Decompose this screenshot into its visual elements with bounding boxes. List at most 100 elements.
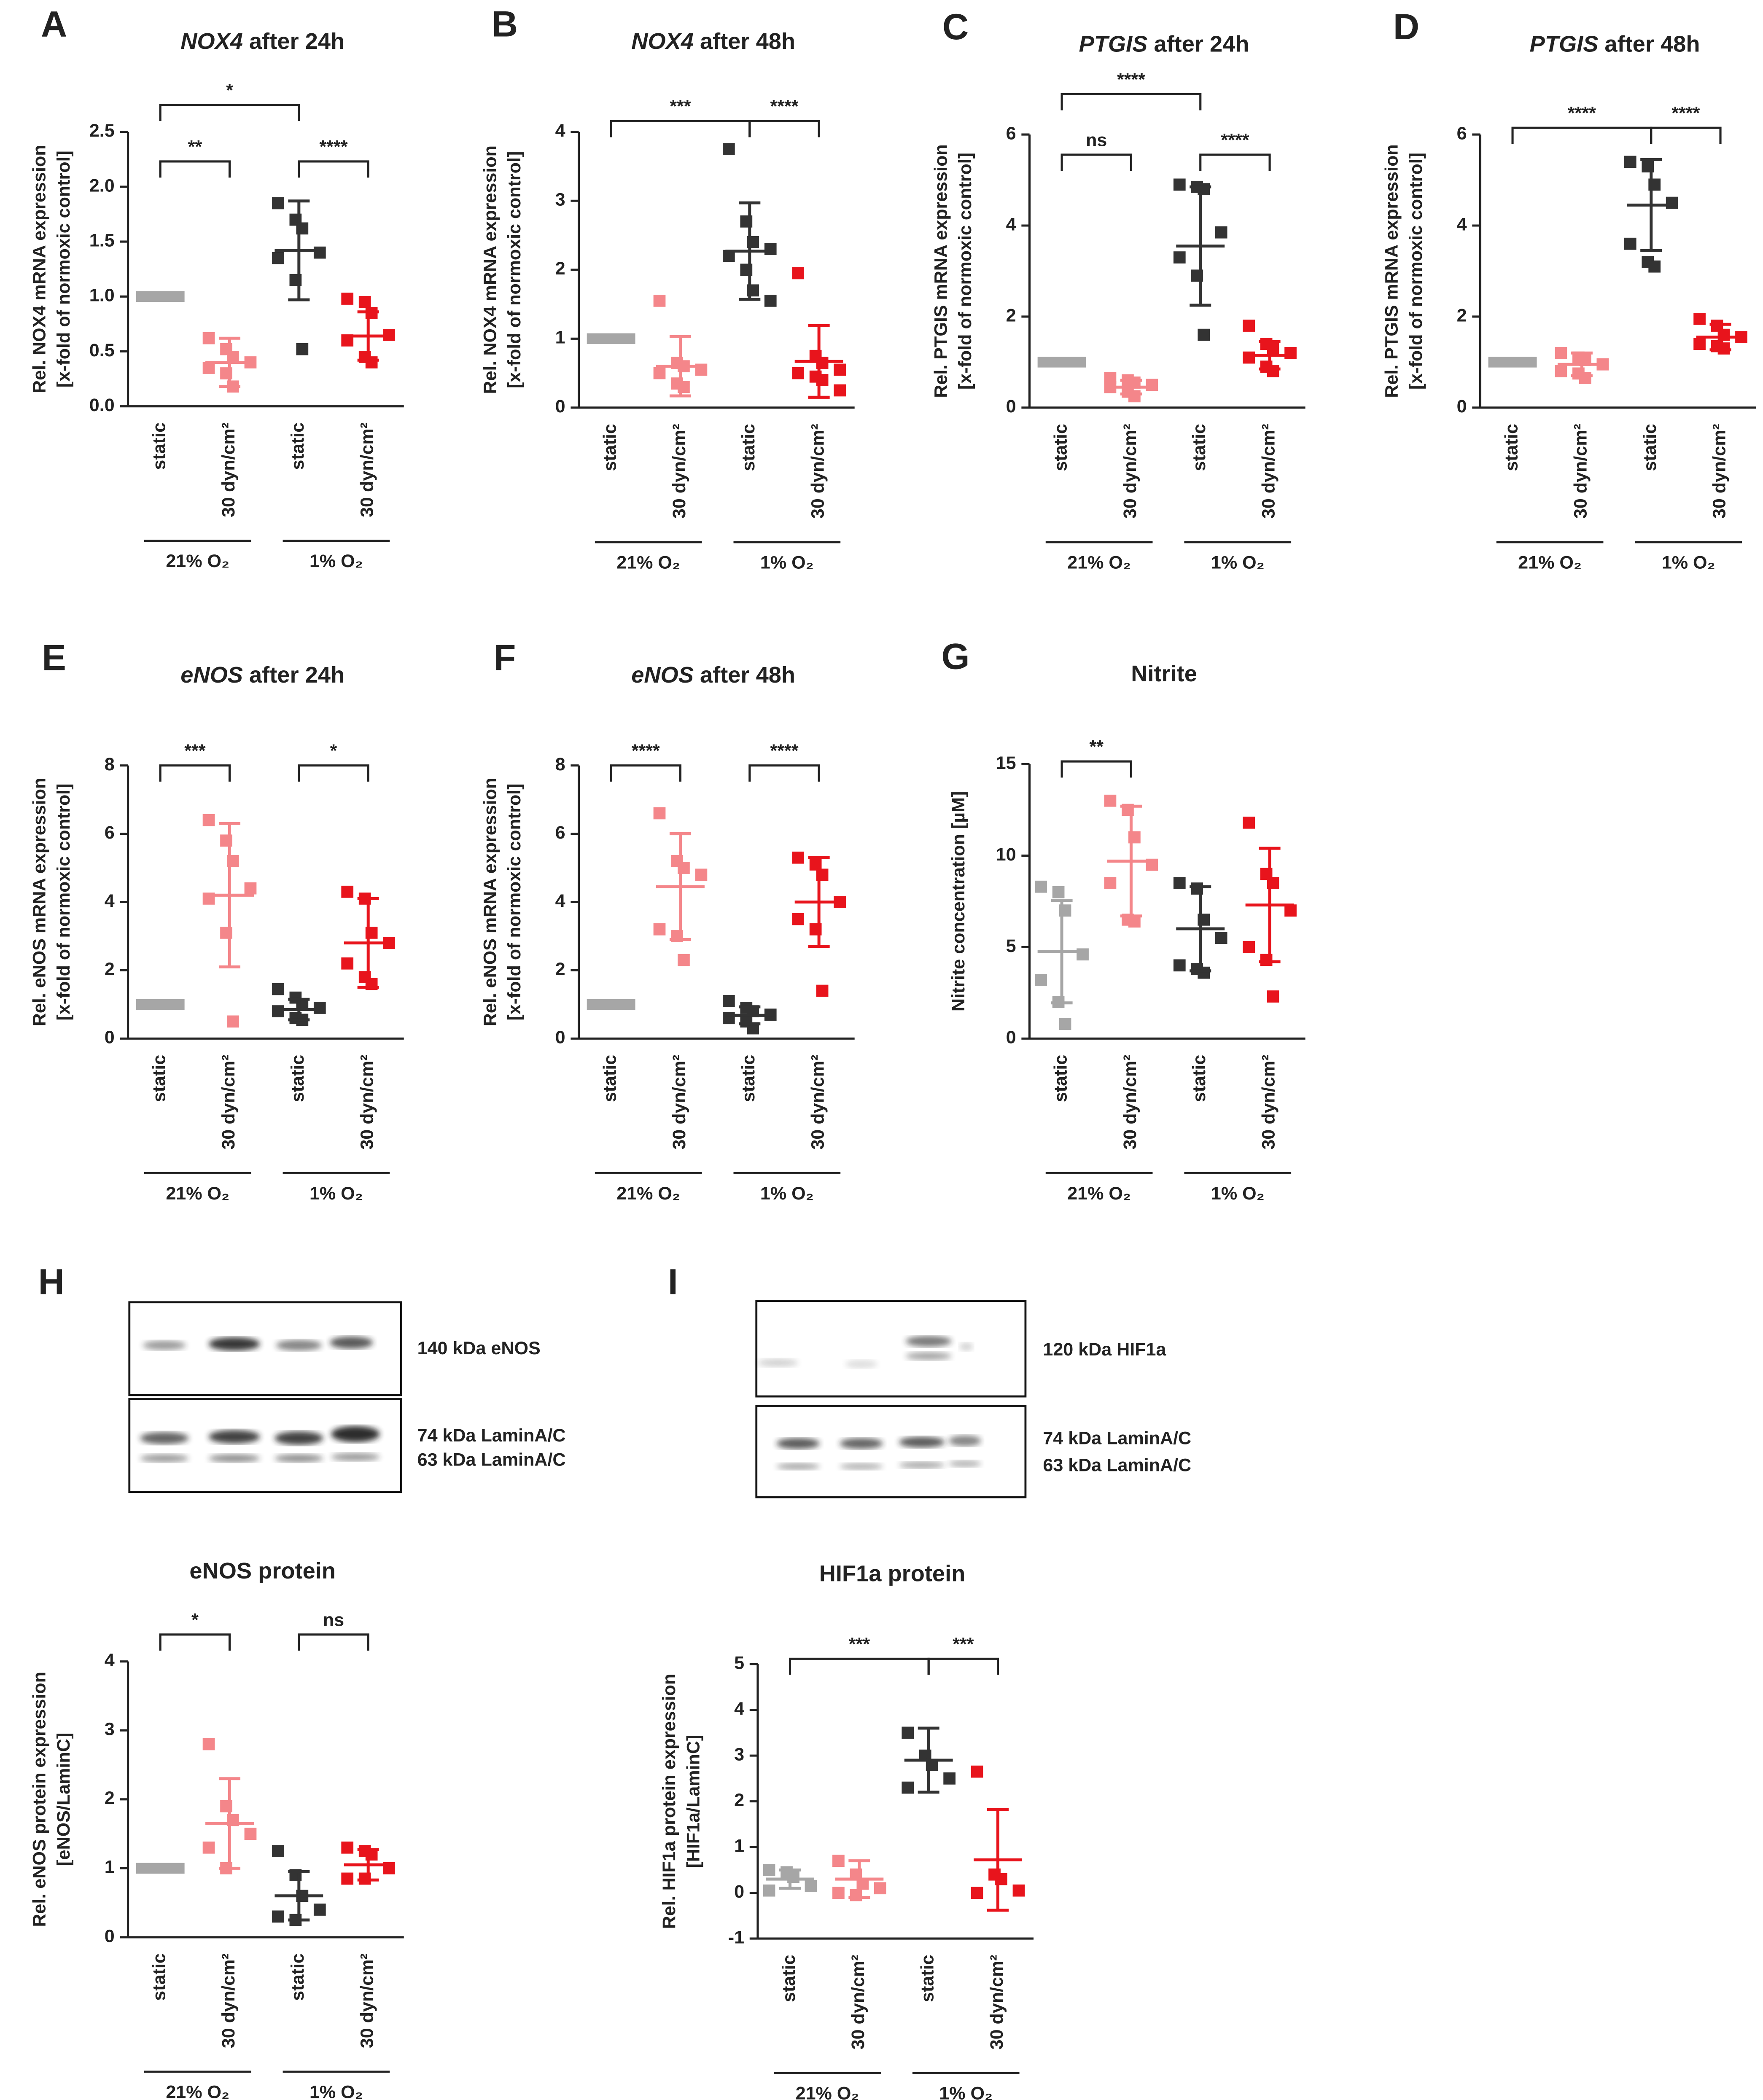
y-tick-label: 8 [105,754,115,774]
panel-letter: G [941,636,969,677]
x-tick-label: static [1189,1055,1209,1102]
data-point [722,143,735,155]
title-gene: NOX4 [180,29,243,54]
x-tick-label: 30 dyn/cm² [848,1955,868,2049]
x-tick-label: static [600,424,620,471]
significance-bracket [748,764,820,782]
data-point [1173,959,1186,972]
band [331,1453,380,1461]
y-tick-label: 2.5 [89,121,115,141]
title-text: eNOS protein [189,1558,336,1584]
y-tick-label: 2 [105,1788,115,1808]
data-point [244,882,257,895]
data-point [1104,794,1117,807]
y-axis-label: [HIF1a/LaminC] [683,1735,703,1868]
blot-h-bands [128,1301,402,1493]
y-axis-label: Nitrite concentration [µM] [948,791,969,1011]
blot-i-bands [755,1300,1027,1498]
group-label: 1% O₂ [310,551,363,571]
y-tick-label: 6 [1006,123,1016,143]
blot-box [755,1300,1027,1398]
band [330,1336,373,1349]
y-tick-label: 3 [105,1719,115,1740]
x-tick-label: 30 dyn/cm² [218,1055,239,1150]
data-point [1077,948,1089,961]
band [899,1436,945,1448]
y-tick-label: 2 [1457,305,1467,325]
y-axis-label: [x-fold of normoxic control] [504,783,525,1020]
title-gene: eNOS [180,662,243,688]
x-tick-label: 30 dyn/cm² [1120,424,1140,519]
y-tick-label: 2 [555,258,565,279]
y-tick-label: 0 [555,396,565,417]
band [275,1454,323,1463]
y-tick-label: 4 [734,1699,744,1719]
y-tick-label: 0 [105,1926,115,1946]
data-point [816,984,829,997]
significance-bracket [1060,760,1132,778]
band-label: 74 kDa LaminA/C [417,1425,566,1446]
data-point [1555,365,1567,377]
data-point [202,1841,215,1854]
data-point [1215,932,1227,944]
data-point [763,1884,775,1897]
group-label: 21% O₂ [1067,552,1131,573]
y-tick-label: 10 [996,844,1016,865]
data-point [1693,338,1706,350]
y-axis-label: Rel. PTGIS mRNA expression [1381,144,1402,398]
title-gene: PTGIS [1079,32,1148,57]
data-point [358,296,371,308]
significance-label: * [191,1610,199,1630]
y-tick-label: 2.0 [89,175,115,196]
y-tick-label: 3 [555,190,565,210]
significance-bracket [298,160,369,178]
data-point [805,1880,817,1892]
significance-label: * [226,80,233,100]
band [840,1438,883,1449]
group-label: 1% O₂ [760,552,814,573]
title-text: after 48h [1604,32,1700,57]
data-point [832,1855,845,1867]
x-tick-label: 30 dyn/cm² [218,1953,239,2048]
data-point [902,1781,914,1794]
y-tick-label: 8 [555,754,565,774]
data-point [1173,178,1186,191]
data-point [1104,877,1117,889]
group-label: 1% O₂ [939,2084,993,2100]
y-tick-label: 4 [105,1650,115,1670]
y-tick-label: 2 [105,959,115,979]
significance-label: **** [1568,103,1596,124]
blot-box [755,1405,1027,1498]
data-point [943,1772,956,1785]
title-gene: eNOS [631,662,694,688]
data-point [678,954,690,966]
chart-title: HIF1a protein [819,1561,966,1586]
significance-label: **** [632,741,660,761]
x-tick-label: 30 dyn/cm² [987,1955,1007,2049]
significance-bracket [1199,153,1271,171]
group-label: 21% O₂ [166,2082,229,2100]
significance-bracket [610,120,751,137]
data-point [834,384,846,397]
title-text: after 24h [1154,32,1249,57]
control-bar [1488,357,1537,368]
y-tick-label: 1.5 [89,230,115,250]
group-label: 1% O₂ [310,2082,363,2100]
data-point [792,367,805,379]
y-axis-label: Rel. NOX4 mRNA expression [30,145,50,393]
data-point [272,1910,284,1923]
band [140,1432,189,1444]
x-tick-label: static [288,1953,308,2001]
significance-label: *** [670,97,691,117]
data-point [1146,379,1158,391]
y-axis-label: [x-fold of normoxic control] [504,151,525,388]
chart-title: eNOS protein [189,1558,336,1584]
data-point [1624,237,1636,250]
y-axis-label: Rel. HIF1a protein expression [659,1674,679,1929]
control-bar [136,999,185,1010]
significance-bracket [927,1657,999,1675]
y-axis-label: [x-fold of normoxic control] [54,783,74,1020]
y-tick-label: 2 [555,959,565,979]
x-tick-label: static [1050,424,1071,471]
x-tick-label: 30 dyn/cm² [357,422,377,517]
